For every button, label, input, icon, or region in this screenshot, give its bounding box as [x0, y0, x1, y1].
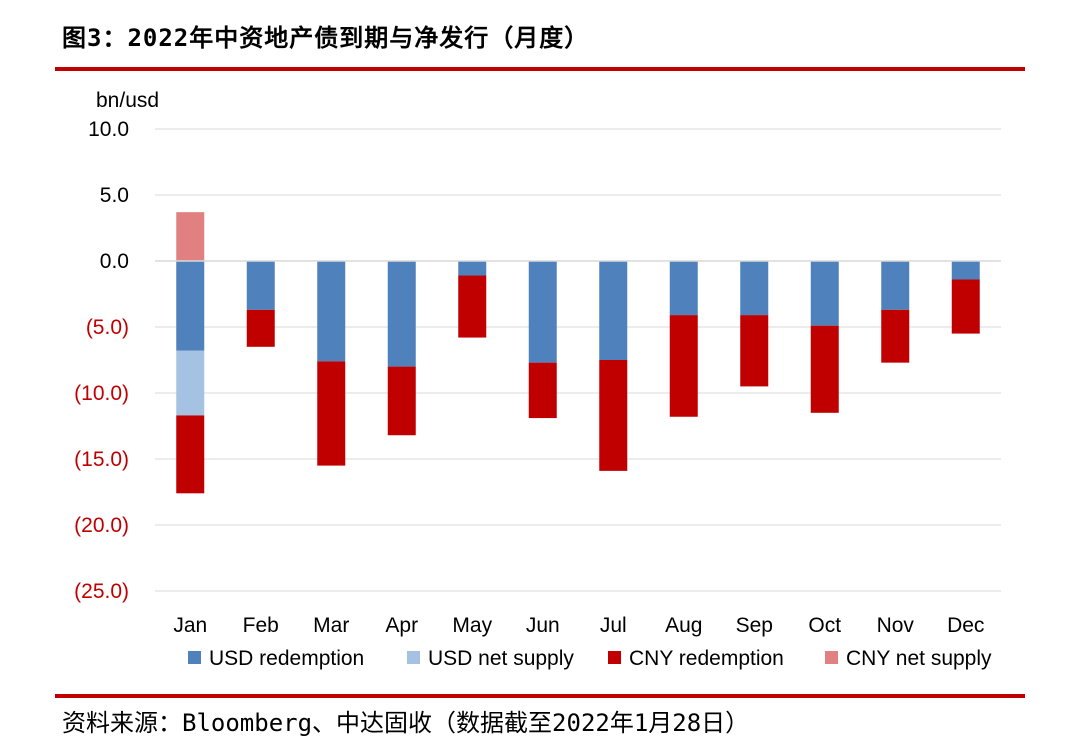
legend-label: CNY net supply — [846, 647, 992, 670]
y-tick-label: 0.0 — [100, 250, 129, 273]
bottom-divider — [55, 694, 1025, 698]
bar-usd-redemption-mar — [317, 261, 346, 362]
bar-usd-net-supply-jan — [176, 350, 205, 416]
y-tick-label: 5.0 — [100, 184, 129, 207]
x-category-label: Nov — [877, 614, 915, 637]
legend-swatch — [608, 651, 621, 664]
bar-cny-redemption-sep — [740, 315, 769, 387]
legend-label: CNY redemption — [629, 647, 784, 670]
x-category-label: Mar — [313, 614, 349, 637]
x-category-label: Oct — [808, 614, 841, 637]
bar-cny-redemption-mar — [317, 361, 346, 466]
y-tick-label: 10.0 — [88, 118, 129, 141]
chart-title: 图3：2022年中资地产债到期与净发行（月度） — [62, 24, 590, 52]
bar-usd-redemption-sep — [740, 261, 769, 316]
top-divider — [55, 67, 1025, 71]
bar-usd-redemption-feb — [246, 261, 275, 310]
y-axis-unit-label: bn/usd — [96, 89, 159, 112]
bar-usd-redemption-oct — [810, 261, 839, 326]
legend-swatch — [188, 651, 201, 664]
bar-usd-redemption-nov — [881, 261, 910, 310]
x-axis-categories: Jan Feb Mar Apr May Jun Jul Aug Sep Oct Nov Dec — [173, 614, 984, 637]
y-axis-ticks: 10.0 5.0 0.0 (5.0) (10.0) (15.0) (20.0) (25.0) — [74, 118, 129, 603]
bar-cny-net-supply-jan — [176, 212, 205, 261]
y-tick-label: (10.0) — [74, 382, 129, 405]
bars — [176, 212, 980, 494]
x-category-label: May — [452, 614, 492, 637]
gridlines — [155, 128, 1001, 592]
legend-label: USD net supply — [428, 647, 574, 670]
bar-cny-redemption-aug — [669, 315, 698, 417]
bar-cny-redemption-oct — [810, 325, 839, 413]
bar-cny-redemption-nov — [881, 309, 910, 363]
bar-usd-redemption-may — [458, 261, 487, 276]
bar-cny-redemption-jun — [528, 362, 557, 419]
bar-cny-redemption-may — [458, 275, 487, 338]
x-category-label: Dec — [947, 614, 984, 637]
y-tick-label: (5.0) — [86, 316, 129, 339]
x-category-label: Apr — [385, 614, 418, 637]
bar-usd-redemption-apr — [387, 261, 416, 367]
bar-usd-redemption-aug — [669, 261, 698, 316]
legend-label: USD redemption — [209, 647, 364, 670]
bar-cny-redemption-dec — [951, 279, 980, 334]
bar-usd-redemption-dec — [951, 261, 980, 280]
y-tick-label: (15.0) — [74, 448, 129, 471]
bar-cny-redemption-apr — [387, 366, 416, 436]
x-category-label: Jun — [526, 614, 560, 637]
x-category-label: Feb — [243, 614, 279, 637]
legend: USD redemption USD net supply CNY redempti… — [188, 647, 992, 670]
bar-cny-redemption-jan — [176, 415, 205, 494]
source-note: 资料来源：Bloomberg、中达固收（数据截至2022年1月28日） — [62, 709, 750, 737]
bar-usd-redemption-jun — [528, 261, 557, 363]
x-category-label: Sep — [736, 614, 773, 637]
x-category-label: Jan — [173, 614, 207, 637]
bar-usd-redemption-jan — [176, 261, 205, 351]
y-tick-label: (25.0) — [74, 580, 129, 603]
legend-swatch — [825, 651, 838, 664]
x-category-label: Aug — [665, 614, 702, 637]
bar-cny-redemption-jul — [599, 360, 628, 471]
bar-cny-redemption-feb — [246, 309, 275, 347]
legend-swatch — [407, 651, 420, 664]
y-tick-label: (20.0) — [74, 514, 129, 537]
bar-usd-redemption-jul — [599, 261, 628, 360]
x-category-label: Jul — [600, 614, 627, 637]
